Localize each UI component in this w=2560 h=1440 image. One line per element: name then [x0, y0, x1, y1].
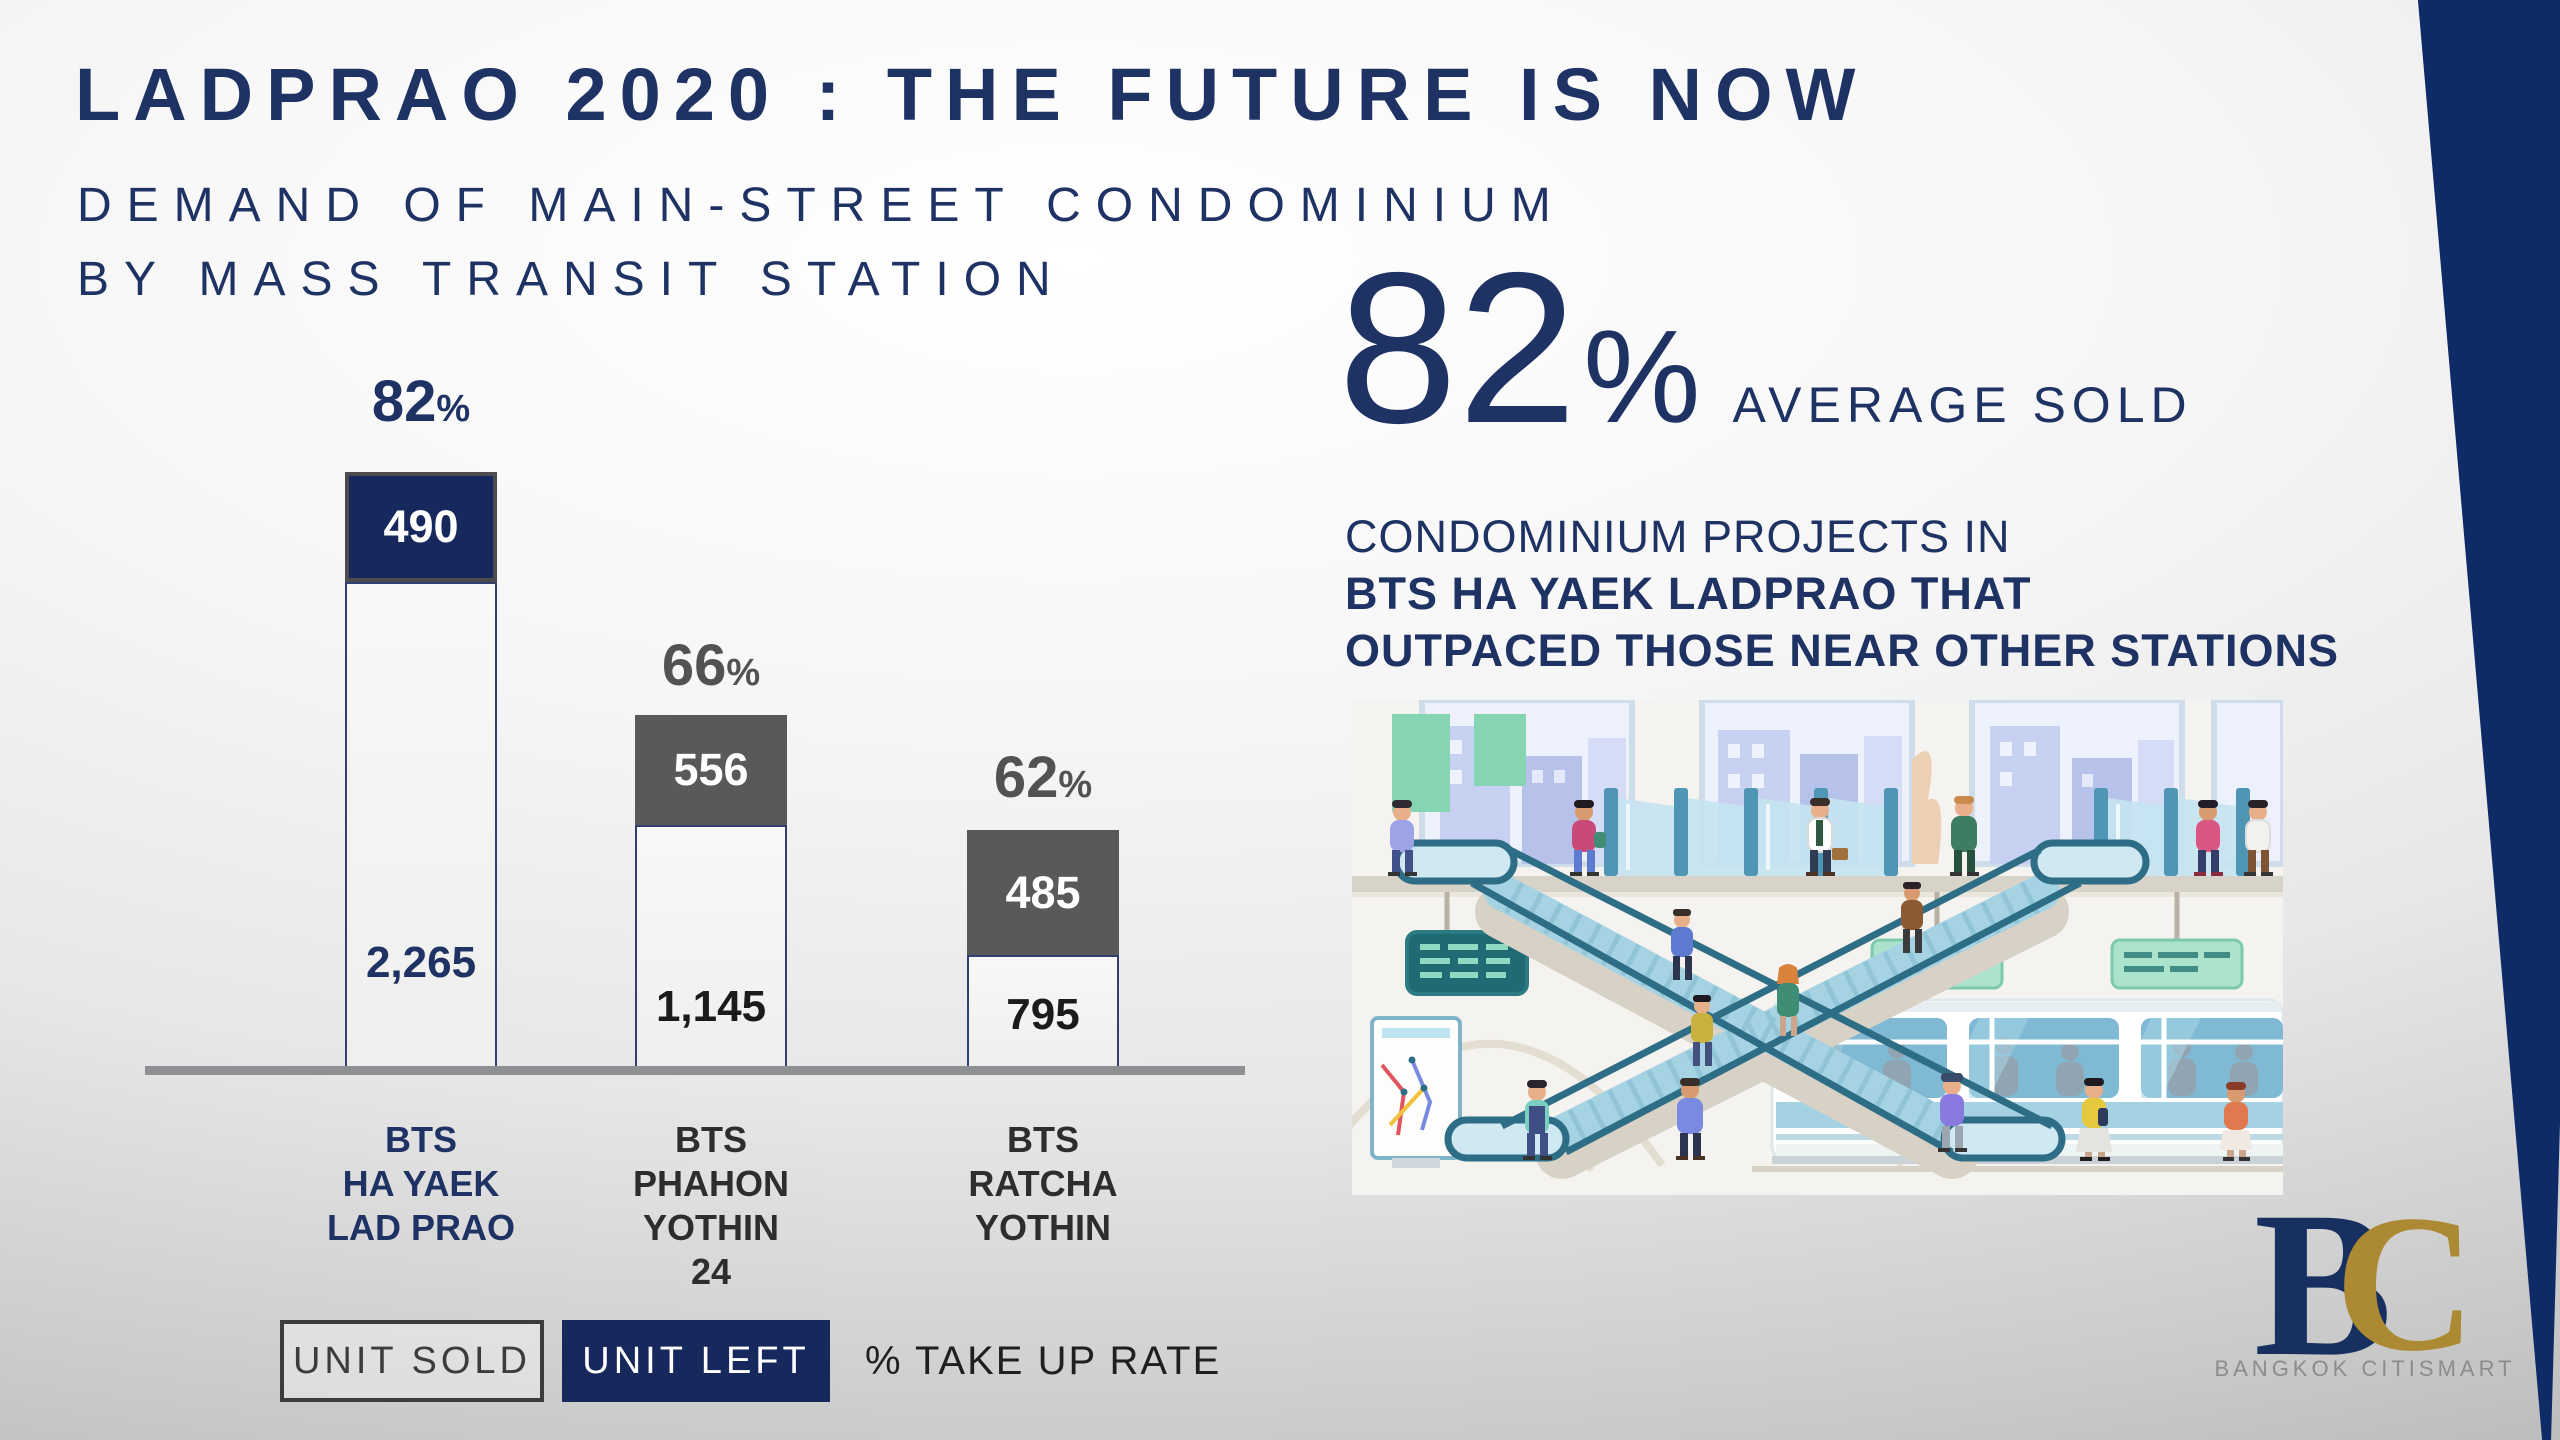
subtitle-line-1: DEMAND OF MAIN-STREET CONDOMINIUM	[77, 179, 1566, 232]
unit-sold-value: 1,145	[655, 982, 767, 1031]
departure-board-icon	[1405, 930, 1529, 996]
rate-value: 62	[993, 745, 1059, 810]
rate-value: 82	[371, 369, 437, 434]
unit-sold-value: 795	[1006, 990, 1080, 1039]
page-title: LADPRAO 2020 : THE FUTURE IS NOW	[75, 53, 1869, 136]
unit-left-value: 490	[383, 501, 459, 552]
legend-label: UNIT SOLD	[292, 1339, 531, 1382]
bar-unit-left-ha-yaek: 490	[345, 472, 497, 582]
axis-label-line: BTS	[385, 1119, 457, 1160]
axis-label-ha-yaek: BTS HA YAEK LAD PRAO	[271, 1118, 571, 1250]
axis-label-line: YOTHIN	[974, 1207, 1111, 1248]
axis-label-line: PHAHON	[632, 1163, 789, 1204]
percent-sign: %	[436, 388, 471, 430]
percent-sign: %	[1583, 303, 1701, 450]
axis-label-line: YOTHIN	[642, 1207, 779, 1248]
metro-map-poster	[1370, 1016, 1462, 1168]
legend-unit-sold: UNIT SOLD	[280, 1320, 544, 1402]
axis-label-line: RATCHA	[968, 1163, 1118, 1204]
average-sold-stat: 82 % AVERAGE SOLD	[1338, 240, 2193, 455]
station-banners	[1392, 714, 1526, 812]
escalators	[1392, 839, 2150, 1179]
axis-label-line: LAD PRAO	[327, 1207, 515, 1248]
axis-label-line: BTS	[675, 1119, 747, 1160]
percent-sign: %	[1058, 764, 1093, 806]
legend-unit-left: UNIT LEFT	[562, 1320, 830, 1402]
metro-station-illustration	[1352, 700, 2283, 1195]
take-up-rate-label: 62%	[967, 744, 1119, 811]
bar-unit-sold-ratcha-yothin: 795	[967, 955, 1119, 1068]
axis-label-ratcha-yothin: BTS RATCHA YOTHIN	[893, 1118, 1193, 1250]
bar-unit-sold-ha-yaek: 2,265	[345, 582, 497, 1068]
summary-description: CONDOMINIUM PROJECTS IN BTS HA YAEK LADP…	[1345, 508, 2339, 679]
legend-label: % TAKE UP RATE	[865, 1338, 1222, 1383]
upper-floor-edge	[1352, 892, 2283, 897]
description-line: CONDOMINIUM PROJECTS IN	[1345, 511, 2011, 562]
rate-value: 66	[661, 633, 727, 698]
subtitle-line-2: BY MASS TRANSIT STATION	[77, 253, 1066, 306]
track	[1752, 1166, 2283, 1172]
platform-sign-icon	[2110, 938, 2244, 990]
unit-sold-value: 2,265	[365, 938, 477, 987]
average-sold-label: AVERAGE SOLD	[1732, 377, 2193, 433]
bar-unit-left-phahon-yothin: 556	[635, 715, 787, 825]
axis-label-line: BTS	[1007, 1119, 1079, 1160]
legend-label: UNIT LEFT	[582, 1339, 810, 1382]
description-line: BTS HA YAEK LADPRAO THAT	[1345, 568, 2032, 619]
axis-label-line: HA YAEK	[342, 1163, 500, 1204]
logo-letter-c: C	[2334, 1175, 2477, 1392]
bar-unit-sold-phahon-yothin: 1,145	[635, 825, 787, 1068]
logo-company-name: BANGKOK CITISMART	[2214, 1356, 2516, 1381]
legend-take-up-rate: % TAKE UP RATE	[865, 1320, 1221, 1402]
percent-sign: %	[726, 652, 761, 694]
take-up-rate-label: 82%	[345, 368, 497, 435]
unit-left-value: 556	[673, 744, 749, 795]
axis-label-phahon-yothin: BTS PHAHON YOTHIN 24	[561, 1118, 861, 1294]
logo-monogram: B C	[2210, 1180, 2520, 1388]
average-sold-value: 82	[1338, 227, 1578, 468]
unit-left-value: 485	[1005, 866, 1081, 918]
x-axis-line	[145, 1066, 1245, 1075]
logo-letter-b: B	[2253, 1169, 2393, 1399]
passengers	[1388, 796, 2273, 1161]
description-line: OUTPACED THOSE NEAR OTHER STATIONS	[1345, 625, 2340, 676]
axis-label-line: 24	[690, 1251, 732, 1292]
take-up-rate-label: 66%	[635, 632, 787, 699]
company-logo: B C BANGKOK CITISMART	[2210, 1180, 2520, 1388]
bar-unit-left-ratcha-yothin: 485	[967, 830, 1119, 955]
